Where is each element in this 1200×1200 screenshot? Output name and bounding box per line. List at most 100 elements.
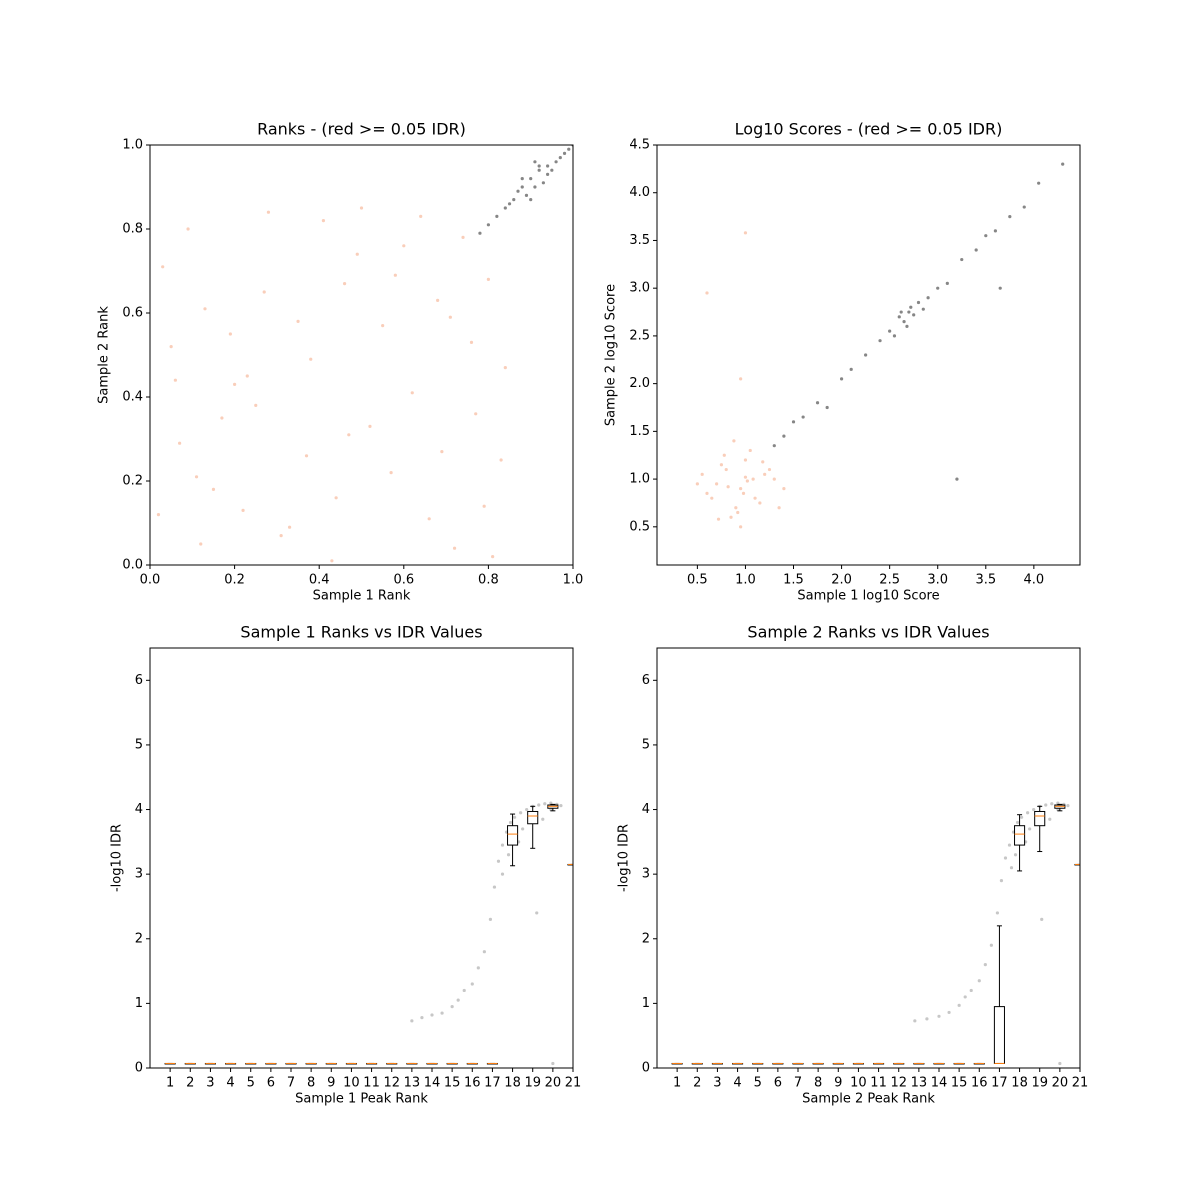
- point: [178, 441, 182, 445]
- plot-area: [695, 162, 1065, 529]
- point: [902, 319, 906, 324]
- point: [1028, 827, 1032, 831]
- point: [478, 231, 482, 235]
- y-tick-label: 0.2: [122, 474, 143, 489]
- x-tick-label: 4.0: [1024, 573, 1045, 588]
- x-tick-label: 17: [991, 1076, 1008, 1091]
- point: [241, 508, 245, 512]
- point: [897, 315, 901, 319]
- point: [1022, 205, 1026, 209]
- point: [321, 219, 326, 223]
- point: [554, 160, 558, 164]
- point: [436, 298, 440, 302]
- point: [203, 307, 207, 311]
- point: [506, 853, 511, 857]
- point: [1026, 811, 1030, 815]
- x-tick-label: 15: [444, 1076, 461, 1091]
- x-tick-label: 20: [545, 1076, 562, 1091]
- point: [512, 815, 517, 819]
- x-tick-label: 0.6: [393, 573, 414, 588]
- point: [551, 1061, 555, 1066]
- y-tick-label: 0: [642, 1061, 650, 1076]
- x-tick-label: 5: [754, 1076, 762, 1091]
- y-tick-label: 6: [642, 673, 650, 688]
- y-tick-label: 2: [642, 931, 650, 946]
- x-tick-label: 14: [931, 1076, 948, 1091]
- point: [710, 496, 714, 500]
- point: [161, 265, 165, 269]
- point: [287, 525, 292, 529]
- y-axis-label: Sample 2 log10 Score: [604, 284, 619, 426]
- point: [732, 439, 736, 443]
- point: [913, 1019, 917, 1023]
- x-tick-label: 12: [383, 1076, 400, 1091]
- point: [957, 1003, 961, 1007]
- point: [482, 504, 486, 508]
- point: [1037, 181, 1041, 185]
- point: [925, 1017, 929, 1021]
- point: [199, 542, 203, 546]
- point: [984, 234, 988, 238]
- subplot: Ranks - (red >= 0.05 IDR) Sample 1 Rank Sa…: [97, 120, 584, 604]
- point: [486, 223, 490, 227]
- box: [527, 810, 539, 825]
- point: [782, 434, 786, 438]
- x-tick-label: 0.0: [140, 573, 161, 588]
- point: [516, 189, 520, 193]
- box: [1034, 810, 1046, 827]
- point: [899, 310, 903, 314]
- y-tick-label: 1: [135, 996, 143, 1011]
- x-axis-label: Sample 1 Rank: [313, 589, 411, 604]
- y-tick-label: 0.8: [122, 222, 143, 237]
- point: [503, 366, 507, 370]
- x-tick-label: 16: [971, 1076, 988, 1091]
- x-tick-label: 6: [267, 1076, 275, 1091]
- point: [533, 160, 537, 164]
- plot-area: [671, 801, 1080, 1066]
- point: [486, 277, 490, 281]
- point: [719, 463, 724, 467]
- point: [476, 966, 480, 970]
- point: [753, 496, 757, 500]
- point: [700, 472, 704, 476]
- y-tick-label: 2.5: [629, 328, 650, 343]
- subplot-title: Ranks - (red >= 0.05 IDR): [257, 120, 466, 139]
- point: [296, 319, 300, 323]
- x-tick-label: 11: [870, 1076, 887, 1091]
- x-tick-label: 4: [226, 1076, 234, 1091]
- point: [998, 286, 1002, 290]
- point: [993, 229, 998, 233]
- point: [724, 467, 728, 472]
- point: [562, 151, 567, 155]
- x-tick-label: 10: [850, 1076, 867, 1091]
- point: [393, 273, 397, 277]
- point: [420, 1016, 424, 1020]
- point: [334, 496, 338, 500]
- point: [330, 559, 334, 563]
- point: [739, 377, 743, 381]
- plot-area: [164, 801, 573, 1066]
- x-tick-label: 7: [287, 1076, 295, 1091]
- point: [907, 310, 911, 314]
- point: [1058, 1061, 1062, 1066]
- point: [228, 332, 232, 336]
- point: [705, 491, 709, 496]
- x-tick-label: 3: [713, 1076, 721, 1091]
- x-tick-label: 1: [673, 1076, 681, 1091]
- axes-frame: [149, 144, 574, 566]
- point: [456, 998, 460, 1002]
- point: [500, 843, 505, 847]
- point: [541, 181, 545, 185]
- subplot: Sample 1 Ranks vs IDR Values Sample 1 Pea…: [110, 623, 582, 1107]
- point: [741, 491, 746, 496]
- point: [777, 506, 781, 510]
- point: [537, 164, 541, 168]
- point: [936, 286, 940, 290]
- point: [1015, 820, 1020, 825]
- y-tick-label: 0.6: [122, 306, 143, 321]
- y-tick-label: 4: [135, 802, 143, 817]
- y-tick-label: 1.5: [629, 424, 650, 439]
- point: [995, 911, 1000, 915]
- point: [491, 555, 495, 559]
- x-tick-label: 6: [774, 1076, 782, 1091]
